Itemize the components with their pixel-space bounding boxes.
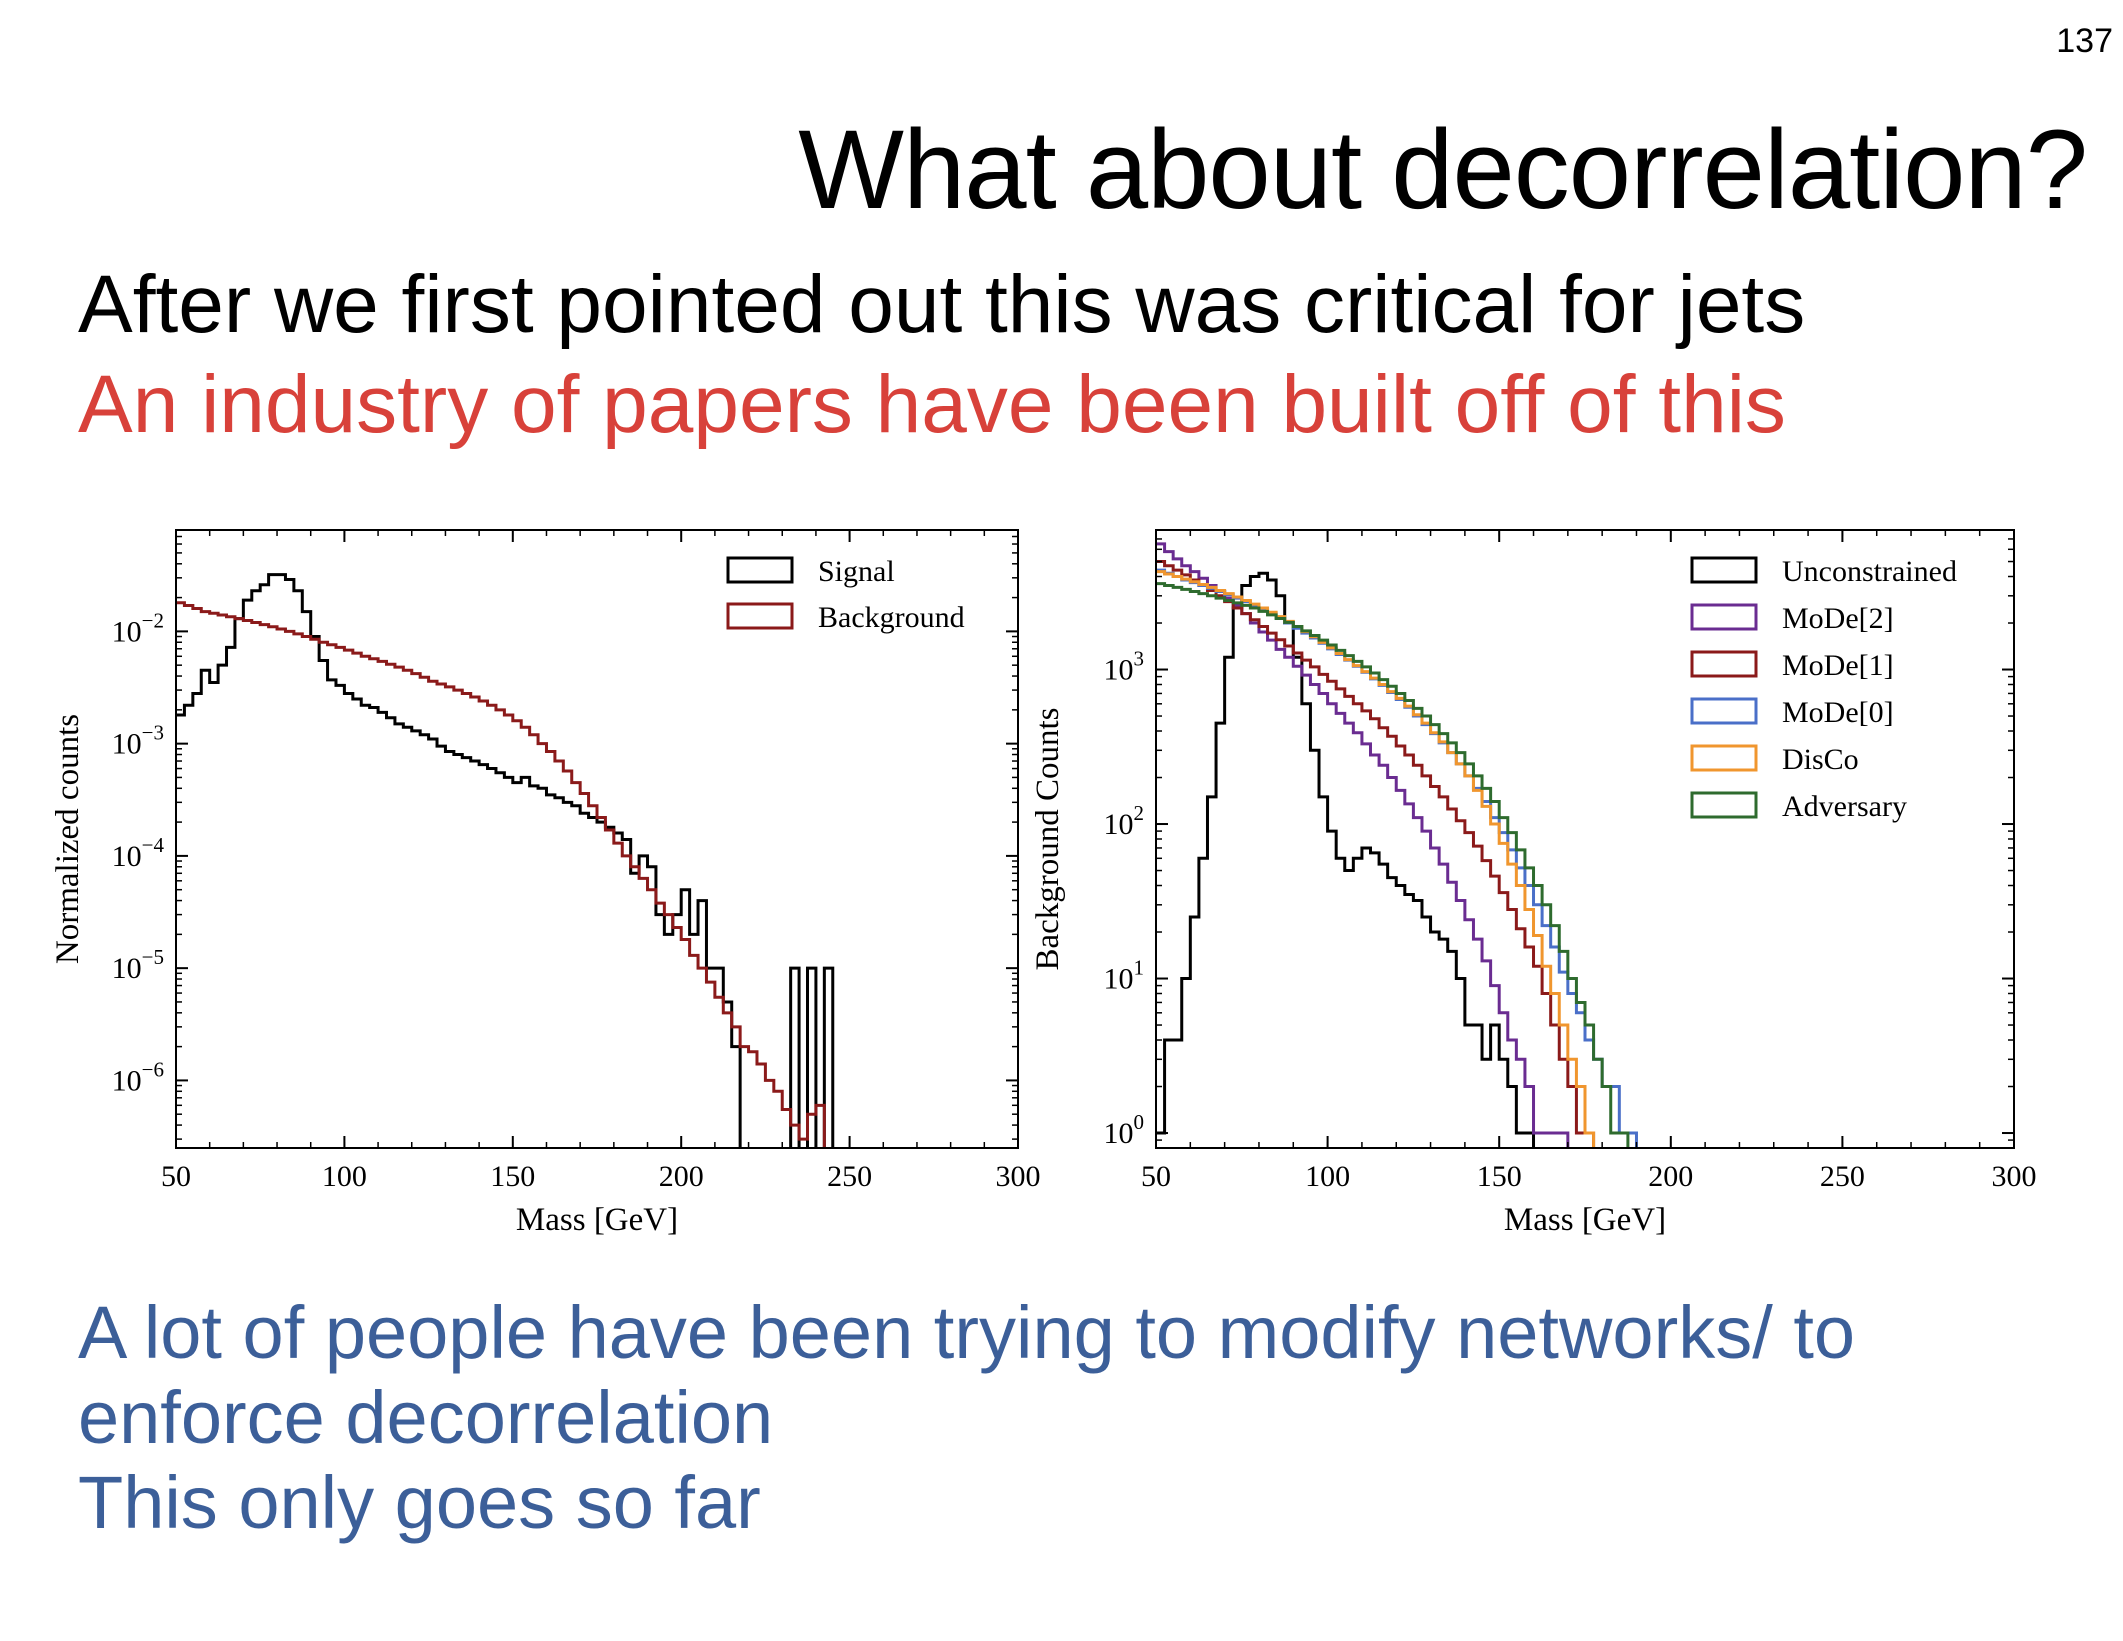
legend-label: Signal bbox=[818, 555, 895, 588]
legend-swatch bbox=[726, 602, 794, 630]
legend-label: DisCo bbox=[1782, 743, 1859, 776]
legend-label: MoDe[0] bbox=[1782, 696, 1894, 729]
legend-swatch bbox=[1690, 556, 1758, 584]
plot-frame bbox=[175, 529, 1019, 1149]
bottom-line-2: enforce decorrelation bbox=[78, 1376, 774, 1459]
y-tick-label: 102 bbox=[1104, 801, 1145, 841]
chart-background-counts: 50 100 150 200 250 300 103 102 101 100 Mass [GeV] B… bbox=[1030, 529, 2037, 1238]
x-tick-label: 150 bbox=[490, 1160, 535, 1193]
series-adversary bbox=[1156, 582, 1630, 1148]
y-tick-label: 10−3 bbox=[112, 721, 164, 761]
x-axis-label: Mass [GeV] bbox=[516, 1202, 678, 1238]
series-mode-1- bbox=[1156, 560, 1596, 1148]
legend-swatch bbox=[1690, 744, 1758, 772]
y-tick-label: 10−2 bbox=[112, 608, 164, 648]
x-tick-label: 50 bbox=[1141, 1160, 1171, 1193]
legend-swatch bbox=[1690, 791, 1758, 819]
y-tick-label: 101 bbox=[1104, 956, 1145, 996]
x-axis-label: Mass [GeV] bbox=[1504, 1202, 1666, 1238]
y-tick-label: 100 bbox=[1104, 1110, 1145, 1150]
x-tick-label: 100 bbox=[322, 1160, 367, 1193]
legend-swatch bbox=[726, 556, 794, 584]
y-tick-label: 10−4 bbox=[112, 833, 165, 873]
series-mode-2- bbox=[1156, 542, 1570, 1148]
bottom-text: A lot of people have been trying to modi… bbox=[78, 1290, 1855, 1545]
y-axis-label: Background Counts bbox=[1030, 707, 1066, 970]
series-background bbox=[176, 601, 826, 1148]
plot-area bbox=[1156, 542, 1638, 1148]
legend-label: Unconstrained bbox=[1782, 555, 1957, 588]
y-tick-label: 10−5 bbox=[112, 945, 164, 985]
bottom-line-1: A lot of people have been trying to modi… bbox=[78, 1291, 1856, 1374]
subtitle-line-1: After we first pointed out this was crit… bbox=[78, 259, 1806, 350]
x-tick-label: 250 bbox=[827, 1160, 872, 1193]
bottom-line-3: This only goes so far bbox=[78, 1461, 761, 1544]
slide-title: What about decorrelation? bbox=[798, 107, 2088, 232]
x-tick-label: 200 bbox=[659, 1160, 704, 1193]
y-tick-label: 10−6 bbox=[112, 1057, 164, 1097]
x-tick-label: 150 bbox=[1477, 1160, 1522, 1193]
legend-label: Background bbox=[818, 601, 965, 634]
y-axis-label: Normalized counts bbox=[50, 714, 86, 964]
slide-number: 137 bbox=[2056, 22, 2113, 60]
legend-swatch bbox=[1690, 603, 1758, 631]
legend-label: Adversary bbox=[1782, 790, 1907, 823]
x-tick-label: 300 bbox=[996, 1160, 1041, 1193]
series-signal bbox=[176, 573, 835, 1148]
x-tick-label: 50 bbox=[161, 1160, 191, 1193]
legend-label: MoDe[1] bbox=[1782, 649, 1894, 682]
x-tick-label: 200 bbox=[1648, 1160, 1693, 1193]
legend-swatch bbox=[1690, 697, 1758, 725]
chart-normalized-counts: 50 100 150 200 250 300 10−2 10−3 10−4 10−5 10−6 Mas… bbox=[50, 529, 1041, 1238]
plot-area bbox=[176, 573, 835, 1148]
legend-label: MoDe[2] bbox=[1782, 602, 1894, 635]
subtitle-line-2: An industry of papers have been built of… bbox=[78, 359, 1786, 450]
series-unconstrained bbox=[1156, 571, 1536, 1148]
x-tick-label: 250 bbox=[1820, 1160, 1865, 1193]
y-tick-label: 103 bbox=[1104, 647, 1145, 687]
legend-swatch bbox=[1690, 650, 1758, 678]
x-tick-label: 300 bbox=[1992, 1160, 2037, 1193]
series-disco bbox=[1156, 570, 1596, 1148]
x-tick-label: 100 bbox=[1305, 1160, 1350, 1193]
